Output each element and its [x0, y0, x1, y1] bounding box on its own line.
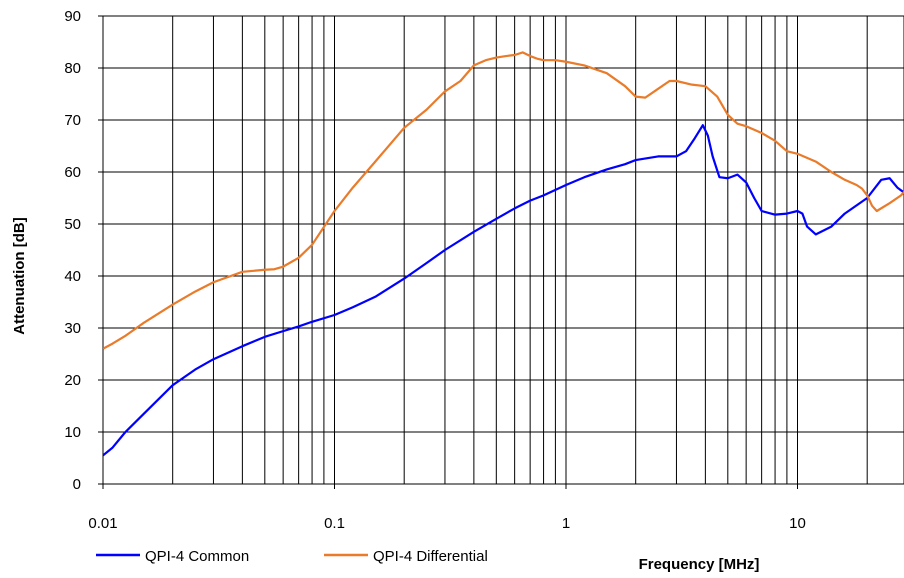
x-tick-label: 0.1: [324, 515, 345, 532]
x-tick-label: 10: [789, 515, 806, 532]
y-tick-label: 80: [64, 60, 81, 77]
plot-area: [102, 15, 904, 485]
legend-label-differential: QPI-4 Differential: [373, 548, 488, 565]
series-line-differential: [103, 51, 904, 350]
y-tick-label: 20: [64, 372, 81, 389]
y-tick-label: 40: [64, 268, 81, 285]
series-group: [103, 51, 904, 457]
x-tick-label: 0.01: [88, 515, 117, 532]
series-line-common: [103, 124, 904, 457]
legend-label-common: QPI-4 Common: [145, 548, 249, 565]
y-tick-label: 60: [64, 164, 81, 181]
y-tick-label: 50: [64, 216, 81, 233]
y-tick-label: 10: [64, 424, 81, 441]
y-axis-ticks: 0 10 20 30 40 50 60 70 80 90: [64, 8, 103, 493]
y-axis-title: Attenuation [dB]: [11, 217, 28, 334]
legend: QPI-4 Common QPI-4 Differential: [96, 548, 488, 565]
x-axis-ticks: 0.01 0.1 1 10: [88, 484, 806, 532]
y-tick-label: 30: [64, 320, 81, 337]
y-tick-label: 90: [64, 8, 81, 25]
y-tick-label: 0: [73, 476, 81, 493]
grid: [102, 15, 904, 485]
y-tick-label: 70: [64, 112, 81, 129]
x-axis-title: Frequency [MHz]: [639, 556, 760, 573]
x-tick-label: 1: [562, 515, 570, 532]
